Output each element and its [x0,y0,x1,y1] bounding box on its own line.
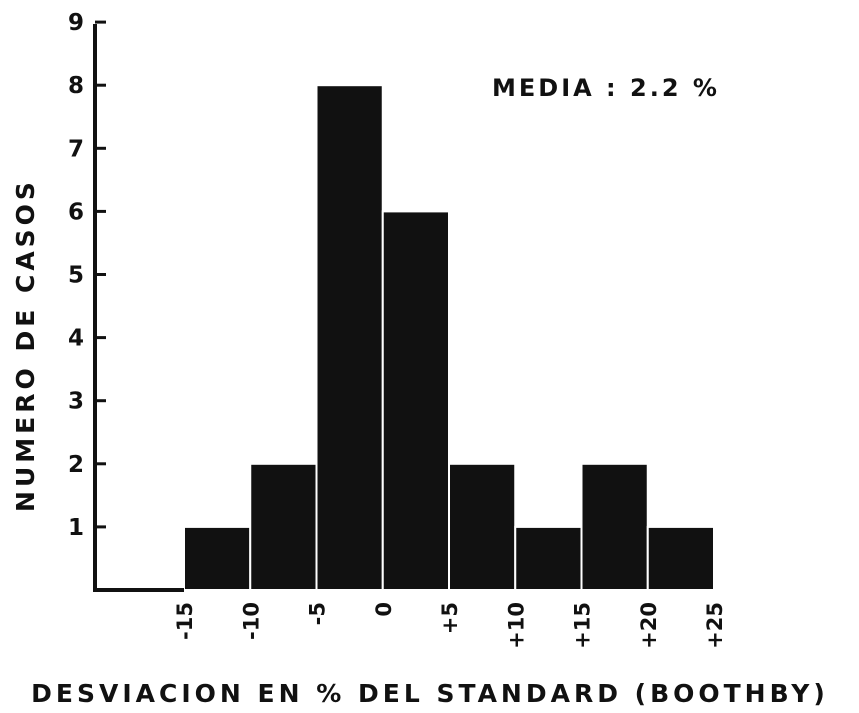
bars-group [183,84,715,592]
x-ticks-group: -15 -10 -5 0 +5 +10 +15 +20 +25 [173,602,727,649]
y-tick-label-2: 2 [68,452,84,478]
y-tick-label-4: 4 [68,326,84,352]
mean-annotation: MEDIA : 2.2 % [492,74,720,102]
x-tick-label--5: -5 [306,602,330,625]
y-tick-label-9: 9 [68,10,84,36]
x-tick-label-0: 0 [372,602,396,617]
x-tick-label-+10: +10 [504,602,528,649]
histogram-bar-2 [315,84,384,591]
histogram-bar-6 [580,462,649,591]
x-tick-label-+25: +25 [703,602,727,649]
y-tick-label-6: 6 [68,199,84,225]
histogram-bar-1 [249,462,318,591]
x-tick-label-+5: +5 [438,602,462,634]
histogram-bar-4 [448,462,517,591]
y-tick-label-5: 5 [68,263,84,289]
y-tick-label-8: 8 [68,73,84,99]
histogram-bar-3 [381,210,450,591]
histogram-bar-7 [646,525,715,592]
y-axis-title: NUMERO DE CASOS [11,178,40,512]
x-axis-title: DESVIACION EN % DEL STANDARD (BOOTHBY) [31,679,829,708]
x-tick-label-+20: +20 [637,602,661,649]
x-tick-label-+15: +15 [571,602,595,649]
histogram-bar-5 [514,525,583,592]
histogram-bar-0 [183,525,252,592]
y-tick-label-7: 7 [68,136,84,162]
x-tick-label--10: -10 [239,602,263,640]
y-tick-label-3: 3 [68,389,84,415]
y-ticks-group: 1 2 3 4 5 6 7 8 9 [68,10,106,541]
x-tick-label--15: -15 [173,602,197,640]
y-tick-label-1: 1 [68,515,84,541]
